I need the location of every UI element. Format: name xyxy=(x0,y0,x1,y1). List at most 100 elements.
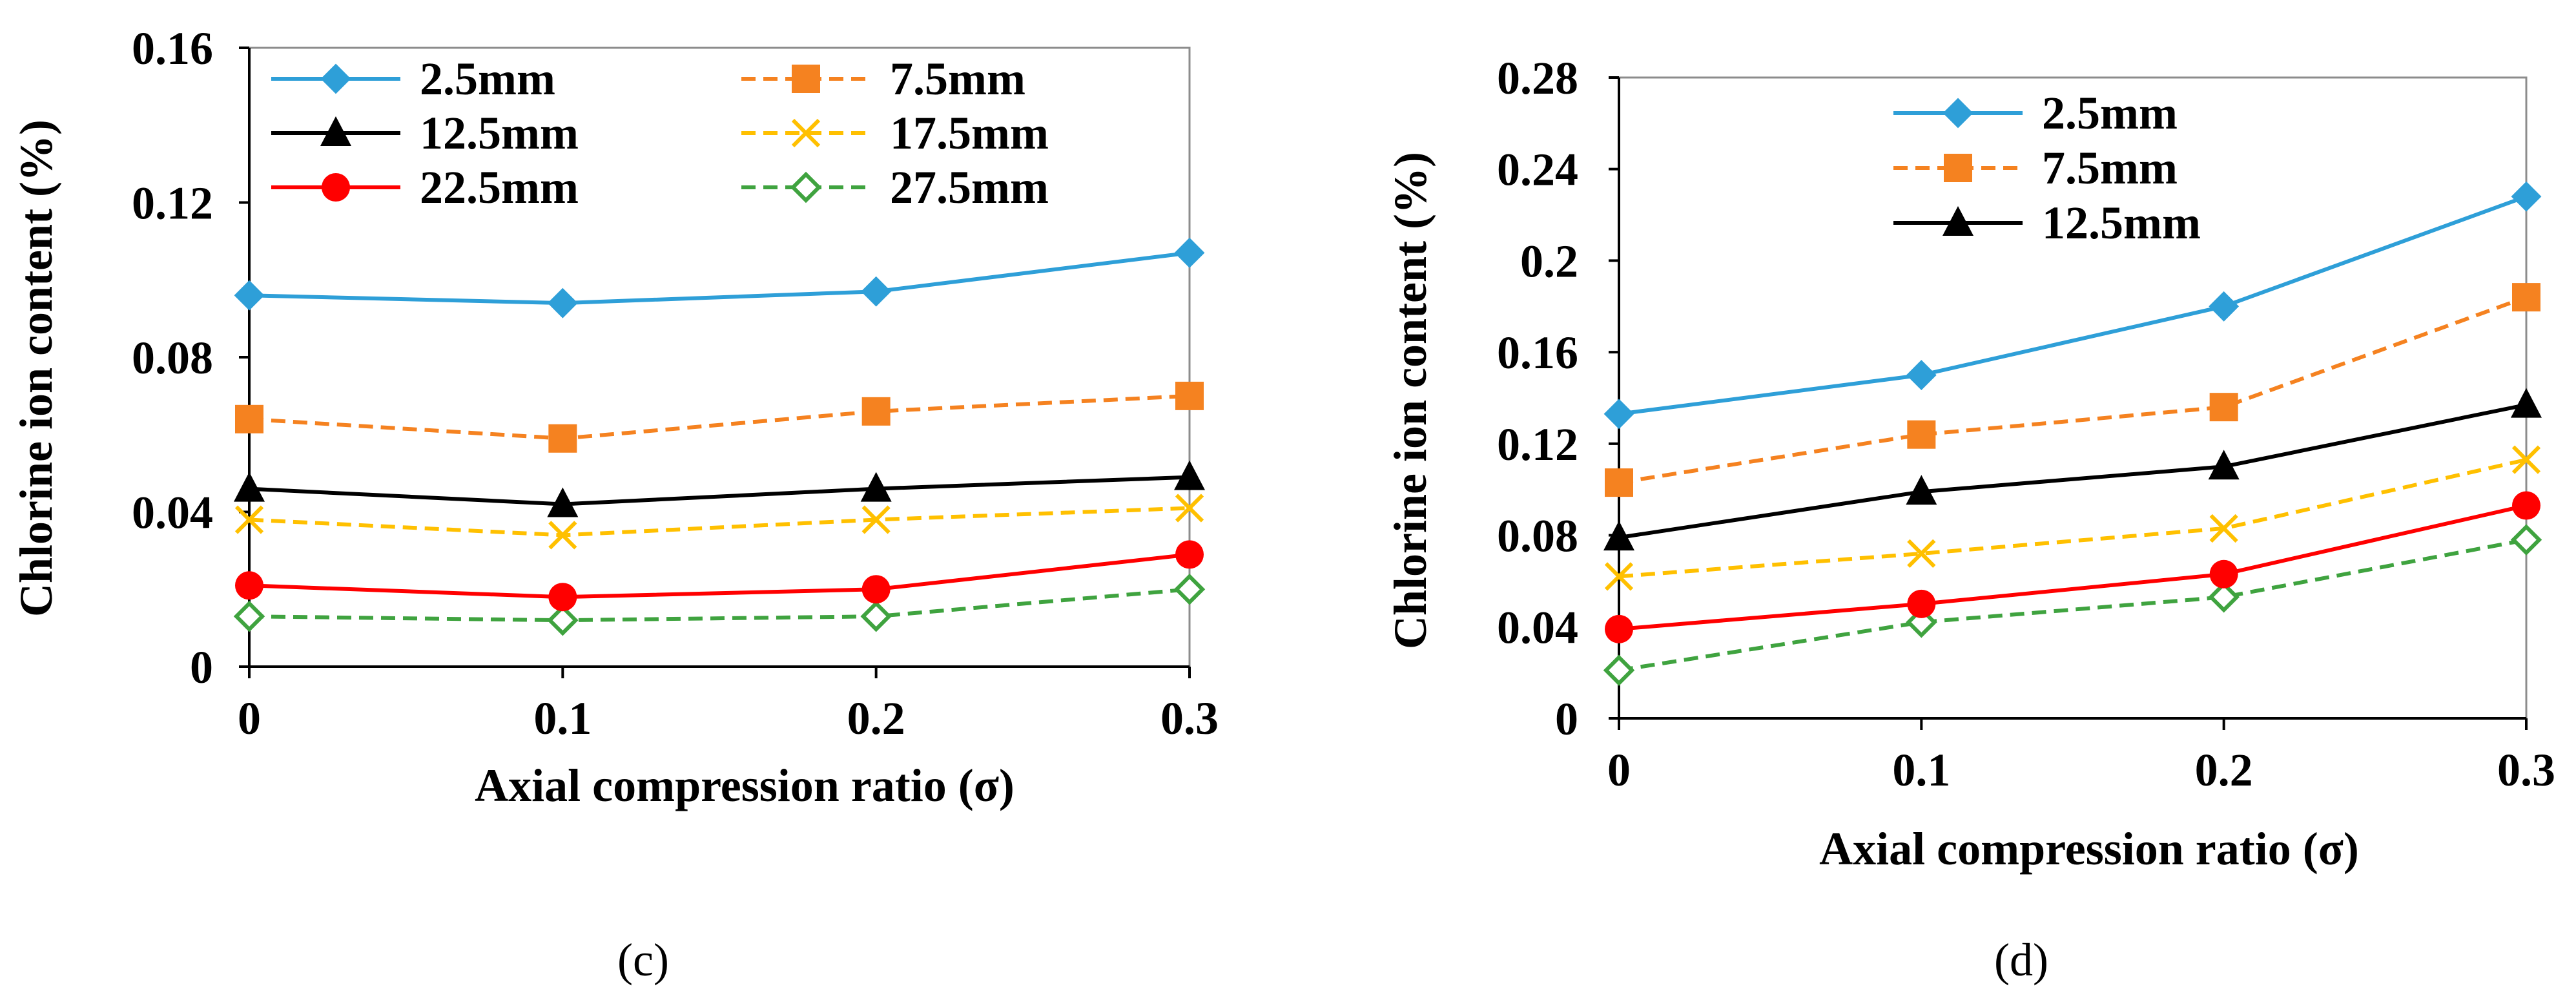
x-tick-label: 0.1 xyxy=(1892,744,1950,796)
legend-label: 7.5mm xyxy=(2042,142,2178,194)
data-point xyxy=(2511,181,2542,212)
data-point xyxy=(2512,283,2540,312)
y-tick-label: 0.12 xyxy=(1497,419,1578,470)
legend-item: 2.5mm xyxy=(1893,87,2178,139)
data-point xyxy=(1175,540,1204,569)
data-point-stroke-b xyxy=(2511,445,2541,474)
data-point xyxy=(2510,524,2542,556)
series-17.5mm xyxy=(1604,445,2541,591)
y-tick-label: 0.08 xyxy=(132,332,213,384)
data-point xyxy=(548,583,577,612)
data-point xyxy=(861,397,891,426)
data-point xyxy=(547,604,579,636)
x-tick-label: 0.3 xyxy=(2497,744,2555,796)
x-tick-label: 0 xyxy=(1607,744,1631,796)
data-point xyxy=(1603,521,1634,551)
series-22.5mm xyxy=(235,540,1204,612)
data-point xyxy=(861,505,891,534)
series-line xyxy=(249,552,1190,599)
legend-swatch-marker xyxy=(322,173,350,202)
y-tick-label: 0 xyxy=(190,641,213,693)
legend-label: 12.5mm xyxy=(420,107,579,159)
figure-caption: (c) xyxy=(617,934,669,986)
legend-item: 22.5mm xyxy=(271,161,579,213)
data-point xyxy=(548,424,577,453)
data-point xyxy=(2511,445,2541,474)
legend-item: 12.5mm xyxy=(1893,197,2201,249)
data-point xyxy=(235,571,263,600)
series-line xyxy=(1618,295,2528,485)
y-tick-label: 0.12 xyxy=(132,178,213,229)
x-tick-label: 0.1 xyxy=(533,693,592,744)
legend-item: 12.5mm xyxy=(271,107,579,159)
x-tick-label: 0.2 xyxy=(847,693,905,744)
y-tick-label: 0.04 xyxy=(1497,601,1578,653)
legend-label: 22.5mm xyxy=(420,161,579,213)
series-22.5mm xyxy=(1605,491,2540,643)
data-point-stroke-b xyxy=(861,505,891,534)
data-point xyxy=(234,280,265,311)
data-point xyxy=(1605,468,1633,497)
legend-item: 2.5mm xyxy=(271,53,555,105)
data-point xyxy=(2209,559,2238,589)
legend-swatch-marker xyxy=(1942,98,1973,129)
y-tick-label: 0.24 xyxy=(1497,144,1578,196)
y-axis-label: Chlorine ion content (%) xyxy=(1385,152,1436,649)
data-point-stroke-b xyxy=(234,505,264,534)
legend-label: 12.5mm xyxy=(2042,197,2201,249)
data-point xyxy=(234,505,264,534)
series-12.5mm xyxy=(1603,388,2542,551)
series-27.5mm xyxy=(233,574,1206,636)
data-point xyxy=(2209,291,2240,322)
series-line xyxy=(1618,537,2527,672)
series-line xyxy=(249,506,1190,537)
legend-swatch-marker xyxy=(1942,206,1973,236)
data-point-stroke-b xyxy=(1175,494,1204,523)
legend-label: 7.5mm xyxy=(890,53,1025,105)
legend-swatch-marker xyxy=(320,116,351,146)
data-point xyxy=(860,472,892,502)
legend-swatch-marker xyxy=(1944,154,1972,182)
series-27.5mm xyxy=(1603,524,2542,686)
data-point xyxy=(861,575,891,604)
y-axis-label: Chlorine ion content (%) xyxy=(10,120,62,617)
series-12.5mm xyxy=(234,460,1205,517)
y-tick-label: 0 xyxy=(1555,693,1578,745)
legend-swatch-marker-stroke-b xyxy=(791,118,821,148)
data-point xyxy=(2512,491,2540,520)
data-point xyxy=(2209,514,2238,543)
legend-c: 2.5mm 7.5mm 12.5mm 17.5mm 22.5mm 27.5mm xyxy=(271,53,1049,213)
series-2.5mm xyxy=(234,237,1205,318)
data-point xyxy=(1907,420,1936,449)
chart-d: 0 0.04 0.08 0.12 0.16 0.2 0.24 0.28 0 0.1 0.2 0.3 Ax… xyxy=(1385,52,2555,986)
series-line xyxy=(249,393,1190,441)
legend-label: 2.5mm xyxy=(2042,87,2178,139)
figure-caption: (d) xyxy=(1994,934,2048,986)
series-line xyxy=(249,475,1190,506)
data-point xyxy=(2208,450,2240,480)
legend-swatch-marker xyxy=(792,65,820,93)
legend-label: 17.5mm xyxy=(890,107,1049,159)
data-point xyxy=(1175,381,1204,410)
series-2.5mm xyxy=(1603,181,2542,430)
data-point xyxy=(235,404,263,433)
data-point xyxy=(860,600,892,632)
series-line xyxy=(249,587,1190,623)
legend-swatch-marker xyxy=(320,63,351,94)
x-axis-label: Axial compression ratio (σ) xyxy=(1819,823,2359,875)
data-point xyxy=(1174,460,1205,490)
y-tick-label: 0.2 xyxy=(1520,235,1578,287)
data-point xyxy=(1604,562,1634,591)
data-point xyxy=(1907,589,1936,618)
data-point xyxy=(548,521,577,550)
data-point xyxy=(2208,581,2240,613)
legend-item: 27.5mm xyxy=(741,161,1049,213)
data-point xyxy=(861,276,892,307)
legend-label: 2.5mm xyxy=(420,53,555,105)
chart-c: 0 0.04 0.08 0.12 0.16 0 0.1 0.2 0.3 Axial compres… xyxy=(10,23,1219,986)
y-tick-label: 0.28 xyxy=(1497,52,1578,104)
data-point xyxy=(1906,475,1937,505)
data-point-stroke-b xyxy=(548,521,577,550)
